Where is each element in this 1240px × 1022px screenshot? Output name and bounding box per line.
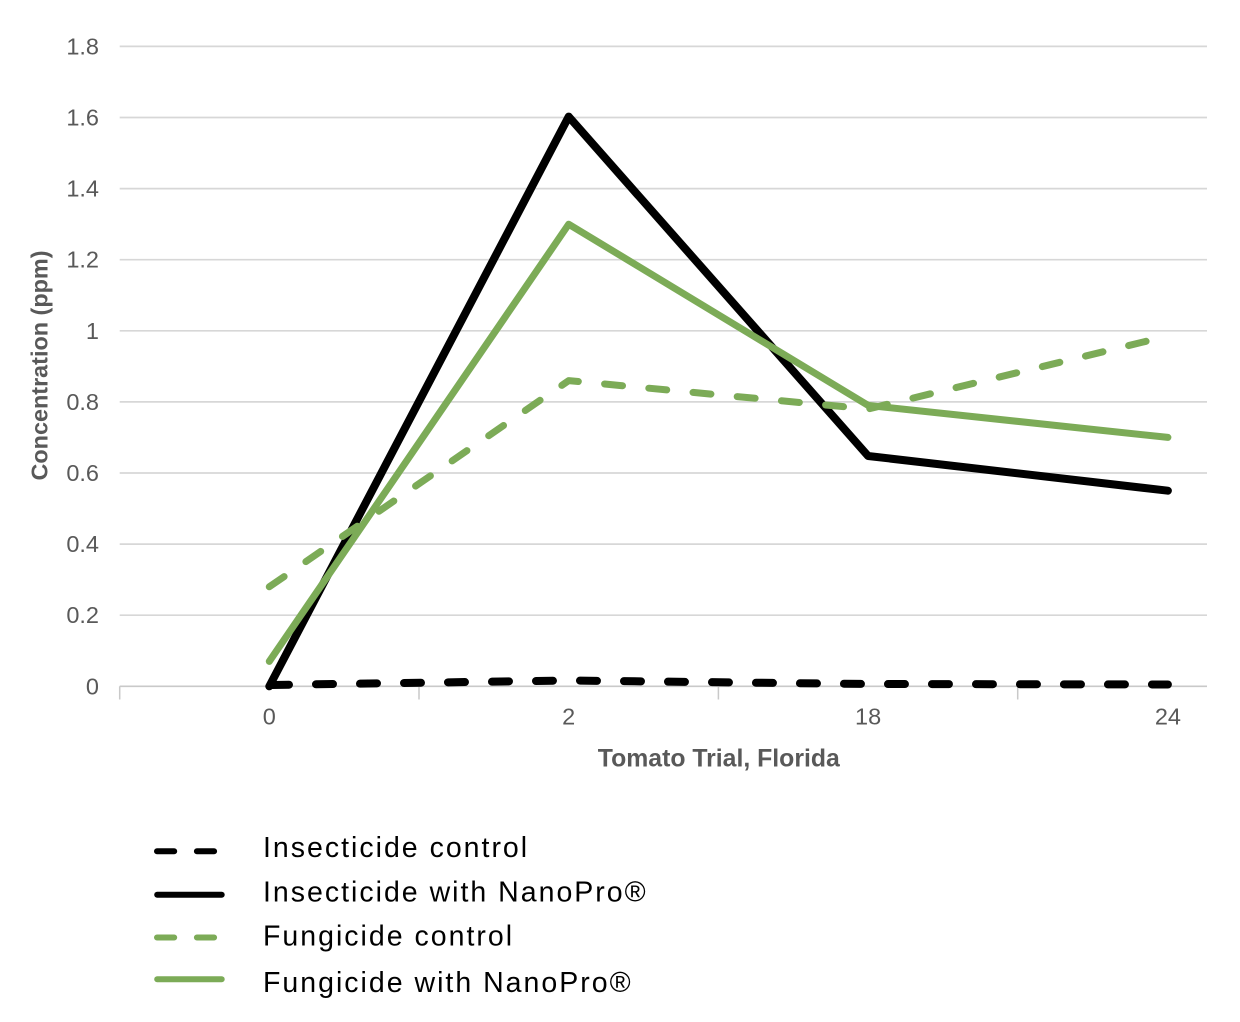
svg-text:1.4: 1.4 <box>66 176 99 202</box>
svg-text:18: 18 <box>855 704 881 730</box>
svg-text:0: 0 <box>86 673 99 699</box>
svg-text:2: 2 <box>562 704 575 730</box>
svg-text:0.4: 0.4 <box>66 531 99 557</box>
svg-text:0.2: 0.2 <box>66 602 99 628</box>
svg-text:1.2: 1.2 <box>66 247 99 273</box>
svg-text:1: 1 <box>86 318 99 344</box>
svg-text:1.6: 1.6 <box>66 105 99 131</box>
svg-text:Tomato Trial, Florida: Tomato Trial, Florida <box>598 746 840 773</box>
svg-text:Concentration (ppm): Concentration (ppm) <box>27 251 53 481</box>
svg-text:24: 24 <box>1155 704 1181 730</box>
svg-text:Fungicide with NanoPro®: Fungicide with NanoPro® <box>263 967 633 999</box>
svg-text:0.6: 0.6 <box>66 460 99 486</box>
svg-text:0.8: 0.8 <box>66 389 99 415</box>
svg-text:Insecticide control: Insecticide control <box>263 832 529 864</box>
svg-text:0: 0 <box>263 704 276 730</box>
svg-text:Insecticide with NanoPro®: Insecticide with NanoPro® <box>263 877 648 909</box>
svg-text:1.8: 1.8 <box>66 33 99 59</box>
svg-text:Fungicide control: Fungicide control <box>263 921 514 953</box>
